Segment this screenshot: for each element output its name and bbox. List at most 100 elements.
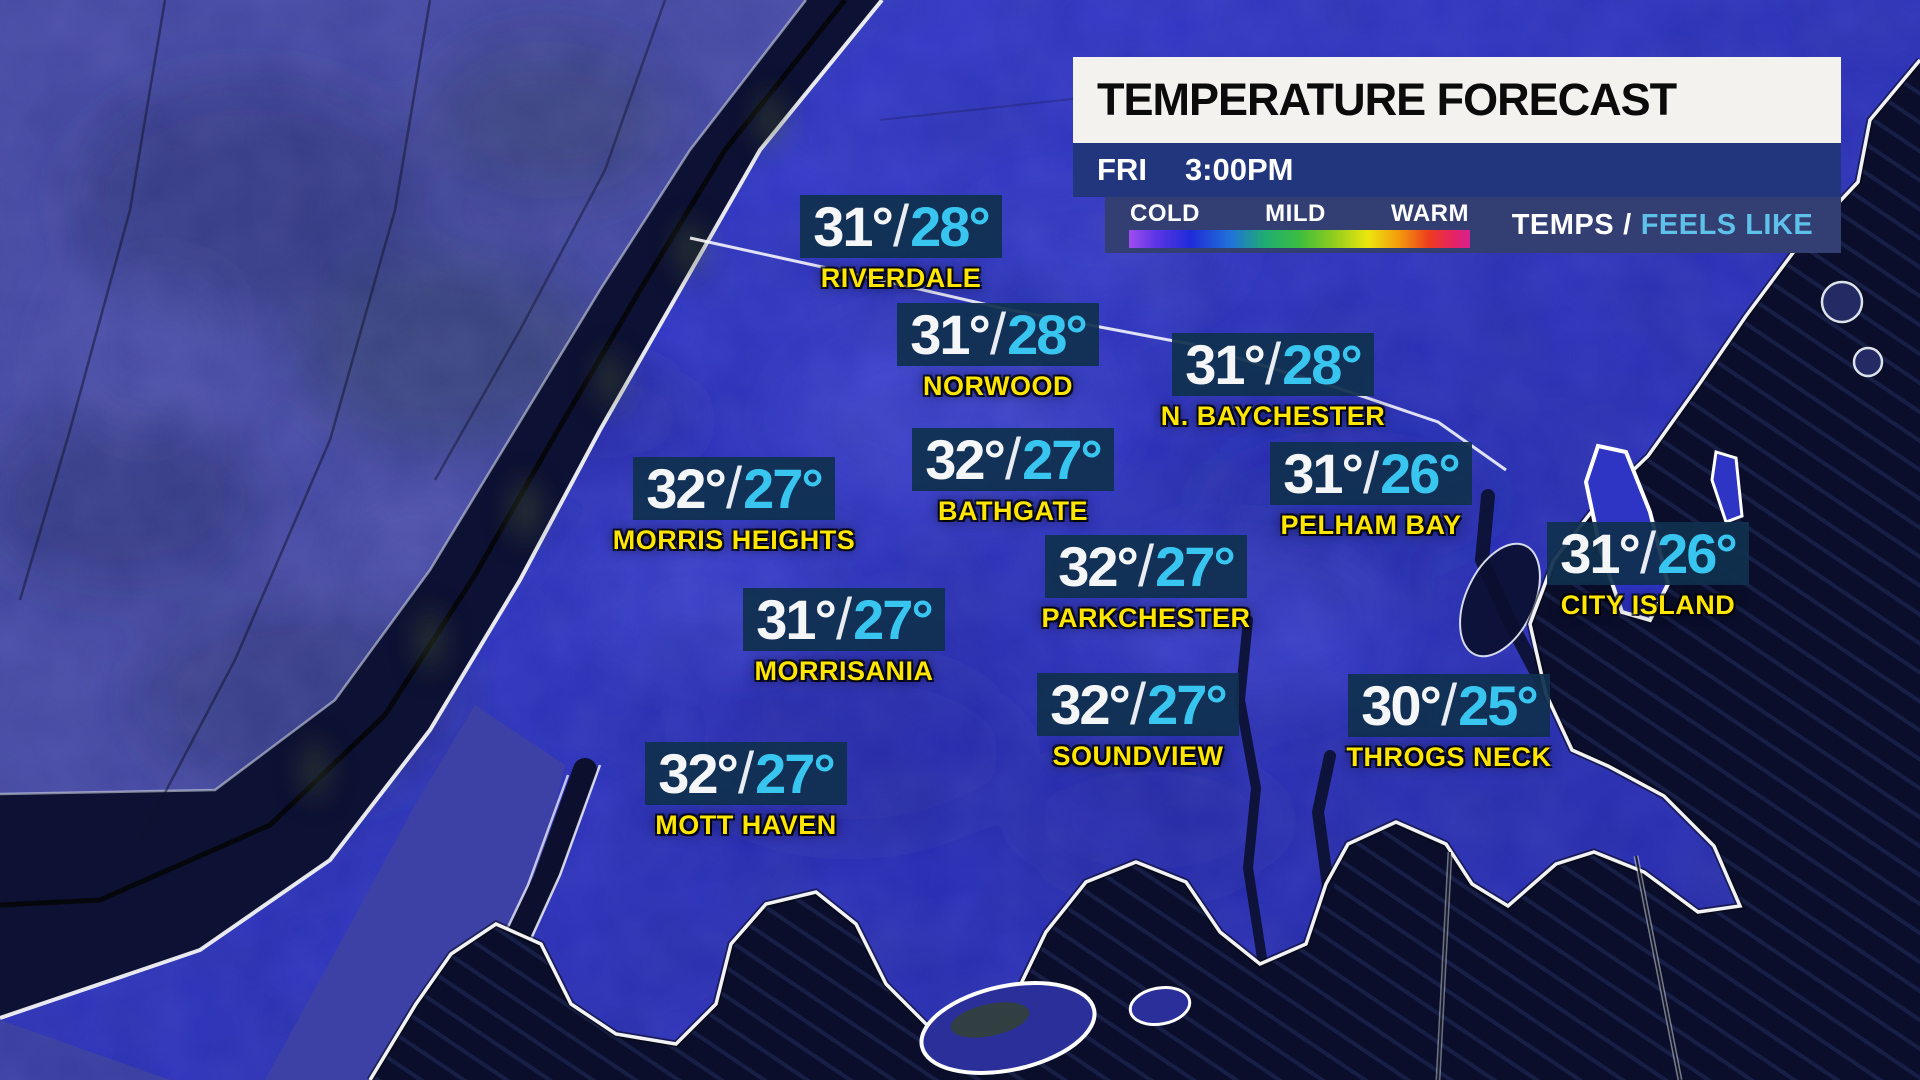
hudson-west-shore xyxy=(0,0,807,796)
feels-like-value: 26° xyxy=(1657,522,1738,585)
temp-value: 30° xyxy=(1361,674,1442,737)
manhattan-land xyxy=(265,705,565,1080)
temp-value: 31° xyxy=(813,195,894,258)
brother-island xyxy=(1128,986,1192,1026)
temp-value: 31° xyxy=(910,303,991,366)
station-pelham-bay: 31°/26° PELHAM BAY xyxy=(1270,442,1472,541)
station-soundview: 32°/27° SOUNDVIEW xyxy=(1037,673,1239,772)
station-morrisania: 31°/27° MORRISANIA xyxy=(743,588,945,687)
temperature-reading: 32°/27° xyxy=(1045,535,1247,598)
feels-like-value: 27° xyxy=(1147,673,1228,736)
station-name: CITY ISLAND xyxy=(1560,590,1736,620)
temp-separator: / xyxy=(1639,521,1657,586)
display-mode-label: TEMPS / FEELS LIKE xyxy=(1470,197,1841,253)
temp-separator: / xyxy=(737,741,755,806)
feels-like-value: 27° xyxy=(1155,535,1236,598)
temperature-gradient-bar xyxy=(1129,230,1470,248)
temperature-reading: 31°/27° xyxy=(743,588,945,651)
temperature-reading: 30°/25° xyxy=(1348,674,1550,737)
station-norwood: 31°/28° NORWOOD xyxy=(897,303,1099,402)
temperature-reading: 31°/28° xyxy=(800,195,1002,258)
temp-separator: / xyxy=(1264,332,1282,397)
temp-separator: / xyxy=(1004,427,1022,492)
temps-label: TEMPS xyxy=(1511,208,1615,241)
station-city-island: 31°/26° CITY ISLAND xyxy=(1547,522,1749,621)
legend-bar: COLD MILD WARM TEMPS / FEELS LIKE xyxy=(1105,197,1841,253)
temp-separator: / xyxy=(989,302,1007,367)
station-name: NORWOOD xyxy=(923,371,1073,401)
feels-like-value: 28° xyxy=(1282,333,1363,396)
station-name: BATHGATE xyxy=(938,496,1088,526)
railroad-line xyxy=(0,0,847,908)
pelham-islet-1 xyxy=(1820,280,1864,324)
rikers-island-park xyxy=(950,1002,1030,1038)
temp-separator: / xyxy=(1440,673,1458,738)
mode-separator: / xyxy=(1623,208,1632,241)
temp-separator: / xyxy=(1137,534,1155,599)
station-name: PARKCHESTER xyxy=(1041,603,1251,633)
legend-labels: COLD MILD WARM xyxy=(1129,200,1470,230)
feels-like-value: 27° xyxy=(853,588,934,651)
temperature-reading: 31°/28° xyxy=(897,303,1099,366)
station-name: N. BAYCHESTER xyxy=(1160,401,1386,431)
station-name: RIVERDALE xyxy=(820,263,982,293)
temperature-reading: 31°/26° xyxy=(1547,522,1749,585)
temperature-reading: 31°/28° xyxy=(1172,333,1374,396)
forecast-time: 3:00PM xyxy=(1184,152,1294,187)
temp-value: 31° xyxy=(756,588,837,651)
station-bathgate: 32°/27° BATHGATE xyxy=(912,428,1114,527)
temp-separator: / xyxy=(725,456,743,521)
feels-like-value: 27° xyxy=(1022,428,1103,491)
temp-value: 32° xyxy=(1050,673,1131,736)
legend-cold-label: COLD xyxy=(1130,200,1200,227)
temp-separator: / xyxy=(1129,672,1147,737)
feels-like-value: 26° xyxy=(1380,442,1461,505)
pelham-islet-2 xyxy=(1852,346,1884,378)
bridge-lines xyxy=(1435,851,1683,1080)
station-n-baychester: 31°/28° N. BAYCHESTER xyxy=(1161,333,1385,432)
station-parkchester: 32°/27° PARKCHESTER xyxy=(1042,535,1250,634)
forecast-panel: TEMPERATURE FORECAST FRI 3:00PM COLD MIL… xyxy=(1073,57,1841,253)
feels-like-value: 28° xyxy=(910,195,991,258)
feels-like-label: FEELS LIKE xyxy=(1640,208,1814,241)
shoreline-parks xyxy=(304,94,780,798)
legend-mild-label: MILD xyxy=(1265,200,1326,227)
temp-separator: / xyxy=(835,587,853,652)
page-title: TEMPERATURE FORECAST xyxy=(1073,57,1841,143)
temp-value: 31° xyxy=(1185,333,1266,396)
temp-value: 32° xyxy=(925,428,1006,491)
temp-value: 32° xyxy=(658,742,739,805)
feels-like-value: 25° xyxy=(1458,674,1539,737)
temperature-reading: 32°/27° xyxy=(633,457,835,520)
temp-separator: / xyxy=(1362,441,1380,506)
temperature-reading: 32°/27° xyxy=(645,742,847,805)
westchester-creek xyxy=(1311,750,1336,892)
hudson-east-shore-boundary xyxy=(0,0,884,1020)
station-mott-haven: 32°/27° MOTT HAVEN xyxy=(645,742,847,841)
station-name: SOUNDVIEW xyxy=(1052,741,1224,771)
forecast-day: FRI xyxy=(1097,152,1147,187)
feels-like-value: 28° xyxy=(1007,303,1088,366)
bronx-river-inlet xyxy=(1234,615,1267,963)
feels-like-value: 27° xyxy=(755,742,836,805)
temperature-reading: 32°/27° xyxy=(912,428,1114,491)
station-name: THROGS NECK xyxy=(1346,742,1552,772)
valid-time-bar: FRI 3:00PM xyxy=(1073,143,1841,197)
temperature-reading: 32°/27° xyxy=(1037,673,1239,736)
temp-value: 32° xyxy=(1058,535,1139,598)
temp-value: 31° xyxy=(1283,442,1364,505)
station-name: PELHAM BAY xyxy=(1280,510,1462,540)
station-name: MORRISANIA xyxy=(754,656,934,686)
feels-like-value: 27° xyxy=(743,457,824,520)
temperature-scale-legend: COLD MILD WARM xyxy=(1129,197,1470,253)
station-riverdale: 31°/28° RIVERDALE xyxy=(800,195,1002,294)
station-throgs-neck: 30°/25° THROGS NECK xyxy=(1346,674,1552,773)
temp-separator: / xyxy=(892,194,910,259)
legend-warm-label: WARM xyxy=(1391,200,1469,227)
temp-value: 32° xyxy=(646,457,727,520)
temperature-reading: 31°/26° xyxy=(1270,442,1472,505)
temp-value: 31° xyxy=(1560,522,1641,585)
station-name: MORRIS HEIGHTS xyxy=(612,525,856,555)
hart-island xyxy=(1710,450,1744,524)
